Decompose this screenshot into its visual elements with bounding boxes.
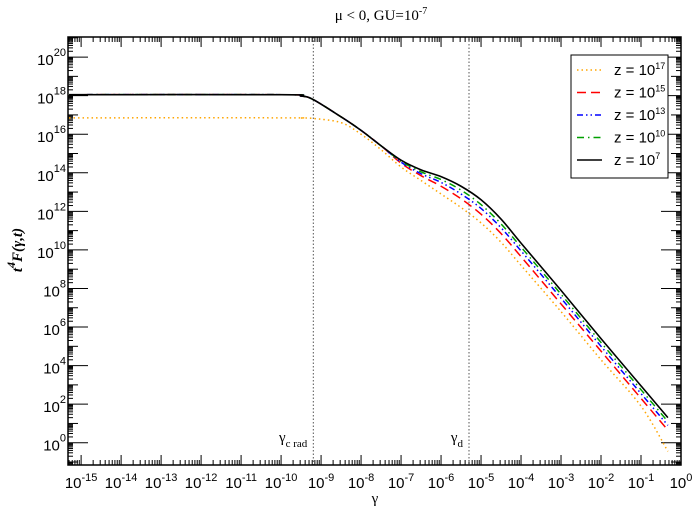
y-tick-label: 1018: [37, 86, 66, 108]
x-tick-label: 10-3: [548, 472, 574, 492]
legend-label: z = 1017: [614, 61, 665, 79]
y-tick-label: 100: [43, 433, 66, 455]
chart-title: μ < 0, GU=10-7: [335, 6, 427, 24]
reference-line-label: γc rad: [278, 430, 308, 450]
x-tick-label: 10-10: [265, 472, 298, 492]
axis-ticks: 10-15 10-14 10-13 10-12 10-11 10-10 10-9 10-8 10…: [37, 37, 692, 492]
y-tick-label: 1010: [37, 240, 66, 262]
y-tick-label: 1012: [37, 201, 66, 223]
ylabel-rest: F(γ,t): [10, 228, 26, 263]
x-tick-label: 10-6: [428, 472, 454, 492]
reference-lines: γc rad γd: [278, 37, 470, 465]
series-line: [69, 117, 669, 452]
y-axis-label: t4F(γ,t): [4, 228, 26, 272]
x-tick-label: 10-13: [145, 472, 178, 492]
reference-line-label: γd: [450, 430, 464, 450]
legend-label: z = 107: [614, 151, 660, 169]
x-tick-label: 10-7: [388, 472, 414, 492]
x-tick-label: 10-1: [628, 472, 654, 492]
ylabel-t: t: [10, 267, 26, 272]
legend-label: z = 1015: [614, 84, 665, 102]
x-tick-label: 10-2: [588, 472, 614, 492]
x-tick-label: 100: [670, 472, 693, 492]
x-axis-label: γ: [371, 491, 379, 507]
legend: z = 1017 z = 1015 z = 1013 z = 1010 z = 107: [570, 54, 669, 179]
x-tick-label: 10-4: [508, 472, 534, 492]
x-tick-label: 10-11: [225, 472, 257, 492]
y-tick-label: 1016: [37, 124, 66, 146]
title-exponent: -7: [419, 6, 427, 17]
legend-box: [570, 54, 669, 179]
plot-frame: [67, 36, 682, 466]
curves: [69, 93, 669, 452]
title-text: μ < 0, GU=10: [335, 8, 419, 24]
x-tick-label: 10-5: [468, 472, 494, 492]
legend-label: z = 1013: [614, 106, 665, 124]
series-line: [69, 93, 669, 422]
x-tick-label: 10-14: [105, 472, 138, 492]
y-tick-label: 104: [43, 356, 66, 378]
y-tick-label: 108: [43, 278, 66, 300]
legend-label: z = 1010: [614, 129, 665, 147]
ylabel-exponent: 4: [4, 262, 18, 269]
x-tick-label: 10-15: [65, 472, 98, 492]
y-tick-label: 1014: [37, 163, 66, 185]
x-tick-label: 10-12: [185, 472, 218, 492]
x-tick-label: 10-9: [308, 472, 334, 492]
y-tick-label: 1020: [37, 47, 66, 69]
x-tick-label: 10-8: [348, 472, 374, 492]
y-tick-label: 102: [43, 394, 66, 416]
series-line: [69, 93, 669, 419]
y-tick-label: 106: [43, 317, 66, 339]
